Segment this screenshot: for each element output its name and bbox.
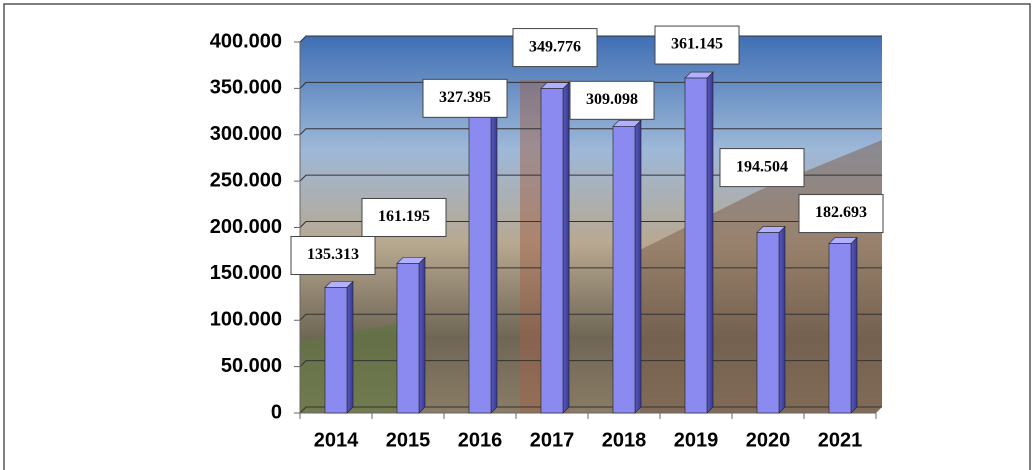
x-tick-label: 2014 bbox=[314, 429, 359, 451]
value-label: 349.776 bbox=[529, 38, 581, 55]
chart: 0 50.000 100.000 150.000 200.000 250.000 300.0… bbox=[0, 0, 1035, 470]
value-label: 309.098 bbox=[586, 91, 638, 108]
y-tick-label: 150.000 bbox=[210, 262, 282, 284]
bar-side bbox=[491, 103, 497, 413]
bar bbox=[829, 244, 851, 413]
y-tick-label: 350.000 bbox=[210, 77, 282, 99]
x-tick-label: 2019 bbox=[674, 429, 719, 451]
x-tick-label: 2021 bbox=[818, 429, 863, 451]
bar bbox=[613, 126, 635, 413]
y-tick-label: 300.000 bbox=[210, 123, 282, 145]
value-label: 161.195 bbox=[378, 208, 430, 225]
bar bbox=[685, 78, 707, 413]
bar-side bbox=[851, 238, 857, 413]
bar bbox=[325, 287, 347, 413]
bar-side bbox=[419, 257, 425, 413]
y-tick-label: 0 bbox=[271, 401, 282, 423]
value-label: 361.145 bbox=[671, 36, 723, 53]
bar-side bbox=[707, 72, 713, 413]
y-tick-label: 400.000 bbox=[210, 30, 282, 52]
x-tick-label: 2016 bbox=[458, 429, 503, 451]
bar-side bbox=[347, 281, 353, 413]
bar bbox=[469, 109, 491, 413]
x-tick-label: 2018 bbox=[602, 429, 647, 451]
value-label: 135.313 bbox=[307, 246, 359, 263]
x-tick-label: 2015 bbox=[386, 429, 431, 451]
bar-side bbox=[563, 83, 569, 413]
y-tick-label: 50.000 bbox=[221, 355, 282, 377]
bar-side bbox=[635, 120, 641, 413]
value-label: 194.504 bbox=[736, 158, 788, 175]
value-label: 327.395 bbox=[439, 89, 491, 106]
bar-side bbox=[779, 227, 785, 413]
x-tick-label: 2020 bbox=[746, 429, 791, 451]
bar bbox=[541, 89, 563, 413]
bar bbox=[757, 233, 779, 413]
x-tick-label: 2017 bbox=[530, 429, 575, 451]
y-tick-label: 100.000 bbox=[210, 309, 282, 331]
value-label: 182.693 bbox=[815, 204, 867, 221]
y-tick-label: 200.000 bbox=[210, 216, 282, 238]
bar bbox=[397, 263, 419, 413]
y-tick-label: 250.000 bbox=[210, 169, 282, 191]
